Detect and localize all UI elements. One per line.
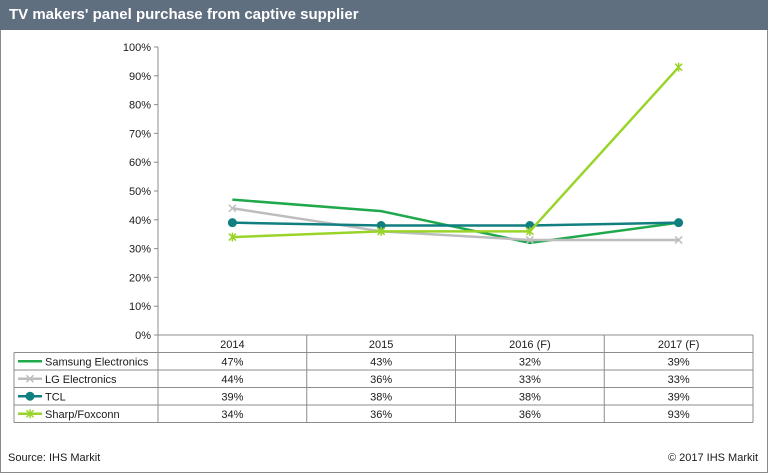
series-point-lg-electronics bbox=[228, 204, 237, 213]
x-category-label: 2015 bbox=[369, 339, 393, 351]
chart-title: TV makers' panel purchase from captive s… bbox=[9, 6, 359, 23]
table-value-samsung-electronics: 43% bbox=[370, 356, 392, 368]
y-tick-label: 30% bbox=[129, 244, 151, 256]
series-point-lg-electronics bbox=[525, 235, 534, 244]
legend-label-lg-electronics: LG Electronics bbox=[45, 374, 117, 386]
table-value-sharp-foxconn: 34% bbox=[221, 409, 243, 421]
series-point-sharp-foxconn bbox=[674, 62, 683, 72]
x-category-label: 2014 bbox=[220, 339, 244, 351]
y-tick-label: 40% bbox=[129, 215, 151, 227]
y-tick-label: 80% bbox=[129, 100, 151, 112]
copyright-note: © 2017 IHS Markit bbox=[667, 452, 758, 464]
y-tick-label: 100% bbox=[123, 42, 151, 54]
source-note: Source: IHS Markit bbox=[8, 452, 101, 464]
table-value-tcl: 39% bbox=[668, 391, 690, 403]
y-tick-label: 70% bbox=[129, 128, 151, 140]
y-tick-label: 20% bbox=[129, 272, 151, 284]
series-point-tcl bbox=[674, 218, 684, 228]
series-point-lg-electronics bbox=[674, 235, 683, 244]
table-value-samsung-electronics: 47% bbox=[221, 356, 243, 368]
y-tick-label: 60% bbox=[129, 157, 151, 169]
table-value-sharp-foxconn: 36% bbox=[370, 409, 392, 421]
table-value-samsung-electronics: 32% bbox=[519, 356, 541, 368]
series-point-sharp-foxconn bbox=[228, 232, 237, 242]
series-line-lg-electronics bbox=[232, 207, 679, 242]
table-value-tcl: 39% bbox=[221, 391, 243, 403]
y-tick-label: 0% bbox=[135, 330, 151, 342]
legend-label-samsung-electronics: Samsung Electronics bbox=[45, 356, 149, 368]
x-category-label: 2017 (F) bbox=[658, 339, 700, 351]
y-tick-label: 10% bbox=[129, 301, 151, 313]
legend-label-tcl: TCL bbox=[45, 391, 66, 403]
table-value-lg-electronics: 44% bbox=[221, 374, 243, 386]
legend-marker-sharp-foxconn bbox=[25, 409, 35, 419]
series-line-samsung-electronics bbox=[232, 198, 679, 245]
table-value-sharp-foxconn: 36% bbox=[519, 409, 541, 421]
legend-marker-lg-electronics bbox=[25, 374, 35, 383]
series-point-sharp-foxconn bbox=[377, 226, 386, 236]
series-point-sharp-foxconn bbox=[525, 226, 534, 236]
legend-label-sharp-foxconn: Sharp/Foxconn bbox=[45, 409, 120, 421]
table-value-lg-electronics: 36% bbox=[370, 374, 392, 386]
table-value-tcl: 38% bbox=[519, 391, 541, 403]
y-tick-label: 90% bbox=[129, 71, 151, 83]
table-value-tcl: 38% bbox=[370, 391, 392, 403]
x-category-label: 2016 (F) bbox=[509, 339, 551, 351]
series-line-tcl bbox=[232, 221, 679, 227]
table-value-lg-electronics: 33% bbox=[519, 374, 541, 386]
y-tick-label: 50% bbox=[129, 186, 151, 198]
series-line-sharp-foxconn bbox=[232, 66, 680, 239]
series-point-tcl bbox=[227, 218, 237, 228]
title-bar: TV makers' panel purchase from captive s… bbox=[0, 0, 768, 30]
table-value-sharp-foxconn: 93% bbox=[668, 409, 690, 421]
table-value-samsung-electronics: 39% bbox=[668, 356, 690, 368]
legend-marker-tcl bbox=[25, 391, 35, 401]
table-value-lg-electronics: 33% bbox=[668, 374, 690, 386]
